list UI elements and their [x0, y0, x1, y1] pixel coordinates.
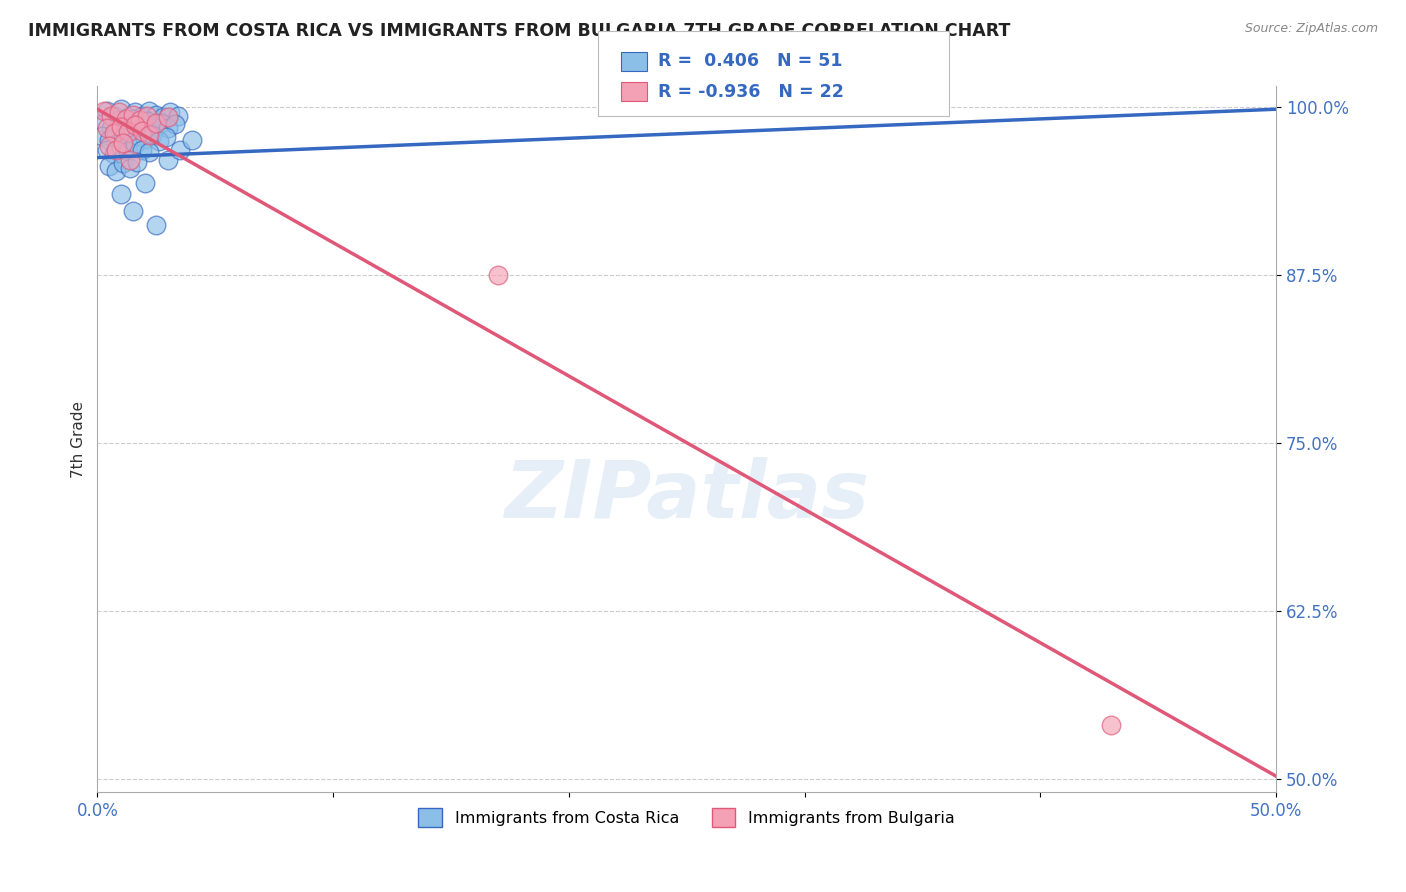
Point: [134, 176, 156, 190]
Point: [127, 154, 149, 169]
Point: [150, 116, 173, 130]
Point: [107, 104, 129, 119]
Point: [114, 112, 136, 126]
Point: [105, 164, 128, 178]
Point: [114, 119, 136, 133]
Text: R =  0.406   N = 51: R = 0.406 N = 51: [658, 53, 842, 70]
Point: [110, 140, 132, 154]
Point: [112, 136, 135, 150]
Point: [131, 143, 153, 157]
Point: [131, 109, 153, 123]
Point: [93, 103, 115, 118]
Point: [105, 143, 128, 157]
Point: [107, 113, 129, 128]
Point: [112, 156, 135, 170]
Point: [145, 107, 167, 121]
Point: [157, 110, 180, 124]
Point: [145, 218, 167, 232]
Point: [145, 116, 167, 130]
Point: [157, 153, 180, 168]
Point: [1099, 718, 1122, 732]
Point: [148, 135, 170, 149]
Point: [91, 129, 114, 144]
Point: [103, 127, 125, 141]
Point: [110, 120, 132, 134]
Text: ZIPatlas: ZIPatlas: [505, 457, 869, 535]
Point: [127, 129, 149, 144]
Point: [124, 137, 146, 152]
Point: [124, 119, 146, 133]
Point: [96, 103, 118, 118]
Point: [121, 112, 143, 126]
Point: [100, 121, 122, 136]
Point: [100, 109, 122, 123]
Point: [103, 146, 125, 161]
Y-axis label: 7th Grade: 7th Grade: [72, 401, 86, 478]
Point: [134, 132, 156, 146]
Point: [486, 268, 509, 282]
Point: [121, 107, 143, 121]
Point: [103, 109, 125, 123]
Point: [155, 130, 177, 145]
Point: [112, 130, 135, 145]
Point: [117, 144, 139, 158]
Point: [165, 117, 187, 131]
Point: [98, 159, 121, 173]
Point: [117, 125, 139, 139]
Point: [124, 104, 146, 119]
Point: [131, 124, 153, 138]
Point: [128, 117, 150, 131]
Point: [169, 143, 191, 157]
Point: [166, 109, 188, 123]
Point: [98, 138, 121, 153]
Point: [152, 110, 174, 124]
Point: [141, 128, 163, 142]
Point: [120, 124, 142, 138]
Text: R = -0.936   N = 22: R = -0.936 N = 22: [658, 83, 844, 101]
Point: [110, 102, 132, 116]
Point: [138, 145, 160, 160]
Point: [180, 133, 202, 147]
Point: [96, 143, 118, 157]
Point: [98, 133, 121, 147]
Point: [138, 103, 160, 118]
Point: [138, 128, 160, 142]
Point: [128, 113, 150, 128]
Point: [157, 121, 180, 136]
Text: IMMIGRANTS FROM COSTA RICA VS IMMIGRANTS FROM BULGARIA 7TH GRADE CORRELATION CHA: IMMIGRANTS FROM COSTA RICA VS IMMIGRANTS…: [28, 22, 1011, 40]
Point: [110, 186, 132, 201]
Point: [135, 109, 157, 123]
Point: [159, 104, 181, 119]
Point: [117, 110, 139, 124]
Point: [120, 161, 142, 176]
Point: [105, 127, 128, 141]
Point: [120, 153, 142, 168]
Point: [135, 114, 157, 128]
Legend: Immigrants from Costa Rica, Immigrants from Bulgaria: Immigrants from Costa Rica, Immigrants f…: [412, 802, 962, 834]
Point: [121, 204, 143, 219]
Text: Source: ZipAtlas.com: Source: ZipAtlas.com: [1244, 22, 1378, 36]
Point: [93, 116, 115, 130]
Point: [142, 120, 165, 134]
Point: [96, 121, 118, 136]
